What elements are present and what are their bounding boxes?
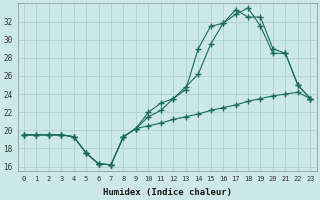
X-axis label: Humidex (Indice chaleur): Humidex (Indice chaleur) xyxy=(102,188,232,197)
